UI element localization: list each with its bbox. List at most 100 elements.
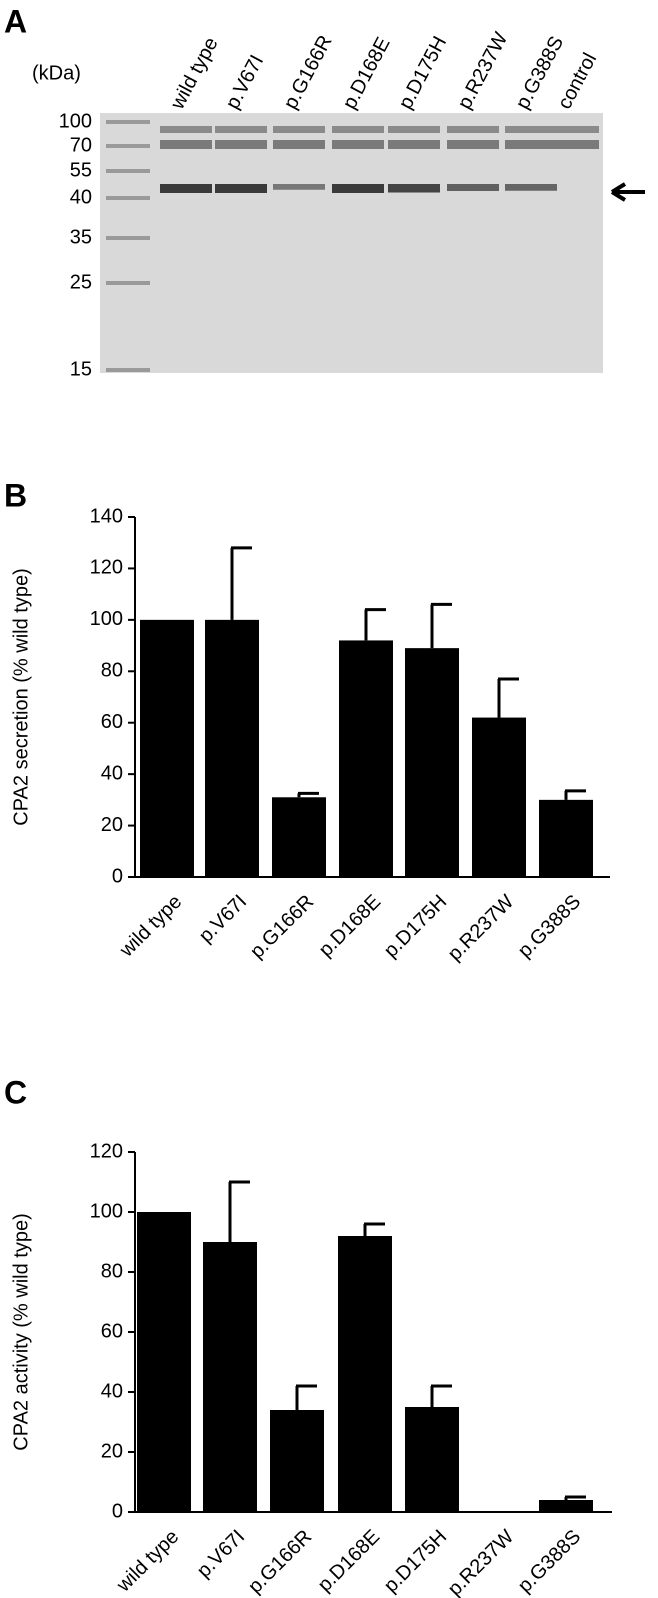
- y-tick-label: 60: [101, 711, 123, 733]
- x-tick-label: p.G388S: [514, 891, 585, 962]
- y-tick-label: 80: [101, 660, 123, 682]
- gel-image: [100, 113, 603, 373]
- x-tick-label: p.V67I: [193, 1526, 249, 1582]
- error-bar: [564, 1495, 586, 1500]
- error-bar: [228, 1180, 250, 1242]
- gel-band: [160, 126, 212, 133]
- bar: [203, 1242, 257, 1512]
- gel-band: [388, 126, 440, 133]
- bar: [137, 1212, 191, 1512]
- x-tick-label: p.R237W: [444, 891, 519, 966]
- marker-band: [106, 144, 150, 148]
- y-tick-label: 80: [101, 1260, 123, 1282]
- y-tick-label: 40: [101, 1380, 123, 1402]
- y-tick-label: 100: [90, 1200, 123, 1222]
- marker-label: 15: [70, 358, 92, 380]
- bar: [539, 799, 593, 877]
- error-bar: [364, 608, 386, 641]
- marker-label: 70: [70, 134, 92, 156]
- y-axis-label: CPA2 activity (% wild type): [10, 1213, 32, 1450]
- x-tick-label: p.D175H: [380, 891, 451, 962]
- gel-band: [447, 126, 499, 133]
- error-bar: [430, 1384, 452, 1407]
- bar: [270, 1410, 324, 1512]
- gel-band: [332, 140, 384, 149]
- y-tick-label: 20: [101, 814, 123, 836]
- x-tick-label: p.D175H: [380, 1526, 451, 1597]
- gel-band: [273, 184, 325, 190]
- lane-label: control: [554, 49, 602, 112]
- gel-band: [160, 140, 212, 149]
- gel-band: [505, 126, 557, 133]
- y-tick-label: 120: [90, 1140, 123, 1162]
- gel-band: [388, 184, 440, 193]
- y-tick-label: 0: [112, 865, 123, 887]
- gel-band: [447, 140, 499, 149]
- gel-band: [505, 184, 557, 191]
- x-tick-label: p.D168E: [315, 891, 386, 962]
- bar: [205, 619, 259, 877]
- marker-label: 25: [70, 271, 92, 293]
- unit-label: (kDa): [32, 62, 81, 84]
- gel-band: [273, 126, 325, 133]
- gel-band: [215, 126, 267, 133]
- error-bar: [363, 1222, 385, 1236]
- y-tick-label: 20: [101, 1440, 123, 1462]
- bar: [405, 1407, 459, 1512]
- panel-label: C: [4, 1074, 27, 1110]
- x-tick-label: p.G166R: [244, 1526, 316, 1598]
- y-tick-label: 40: [101, 762, 123, 784]
- gel-band: [160, 184, 212, 193]
- bar: [338, 1236, 392, 1512]
- gel-band: [447, 184, 499, 191]
- x-tick-label: p.G166R: [246, 891, 318, 963]
- lane-label: wild type: [166, 34, 222, 114]
- bar: [472, 717, 526, 877]
- marker-band: [106, 281, 150, 285]
- y-tick-label: 60: [101, 1320, 123, 1342]
- gel-band: [215, 140, 267, 149]
- y-tick-label: 0: [112, 1500, 123, 1522]
- gel-band: [388, 140, 440, 149]
- x-tick-label: p.G388S: [514, 1526, 585, 1597]
- gel-band: [547, 140, 599, 149]
- x-tick-label: p.D168E: [314, 1526, 385, 1597]
- bar: [405, 648, 459, 877]
- marker-band: [106, 368, 150, 372]
- lane-label: p.D175H: [395, 33, 451, 113]
- gel-band: [273, 140, 325, 149]
- marker-band: [106, 120, 150, 124]
- error-bar: [497, 677, 519, 718]
- bar: [539, 1500, 593, 1512]
- gel-band: [332, 126, 384, 133]
- lane-label: p.G166R: [280, 32, 337, 113]
- x-tick-label: wild type: [115, 891, 186, 962]
- bar: [272, 797, 326, 877]
- x-tick-label: wild type: [112, 1526, 183, 1597]
- marker-band: [106, 196, 150, 200]
- marker-band: [106, 236, 150, 240]
- lane-label: p.D168E: [339, 34, 395, 113]
- y-tick-label: 100: [90, 608, 123, 630]
- marker-band: [106, 169, 150, 173]
- lane-label: p.R237W: [454, 29, 513, 113]
- error-bar: [430, 602, 452, 649]
- marker-label: 35: [70, 226, 92, 248]
- y-tick-label: 140: [90, 505, 123, 527]
- gel-band: [505, 140, 557, 149]
- bar: [339, 640, 393, 877]
- x-tick-label: p.V67I: [195, 891, 251, 947]
- gel-band: [547, 126, 599, 133]
- panel-label: B: [4, 477, 27, 513]
- marker-label: 100: [59, 110, 92, 132]
- y-axis-label: CPA2 secretion (% wild type): [10, 568, 32, 826]
- lane-label: p.V67I: [222, 51, 269, 112]
- error-bar: [564, 789, 586, 800]
- bar: [140, 619, 194, 877]
- error-bar: [297, 791, 319, 798]
- gel-band: [332, 184, 384, 193]
- gel-band: [215, 184, 267, 193]
- panel-label: A: [4, 3, 27, 39]
- error-bar: [295, 1384, 317, 1410]
